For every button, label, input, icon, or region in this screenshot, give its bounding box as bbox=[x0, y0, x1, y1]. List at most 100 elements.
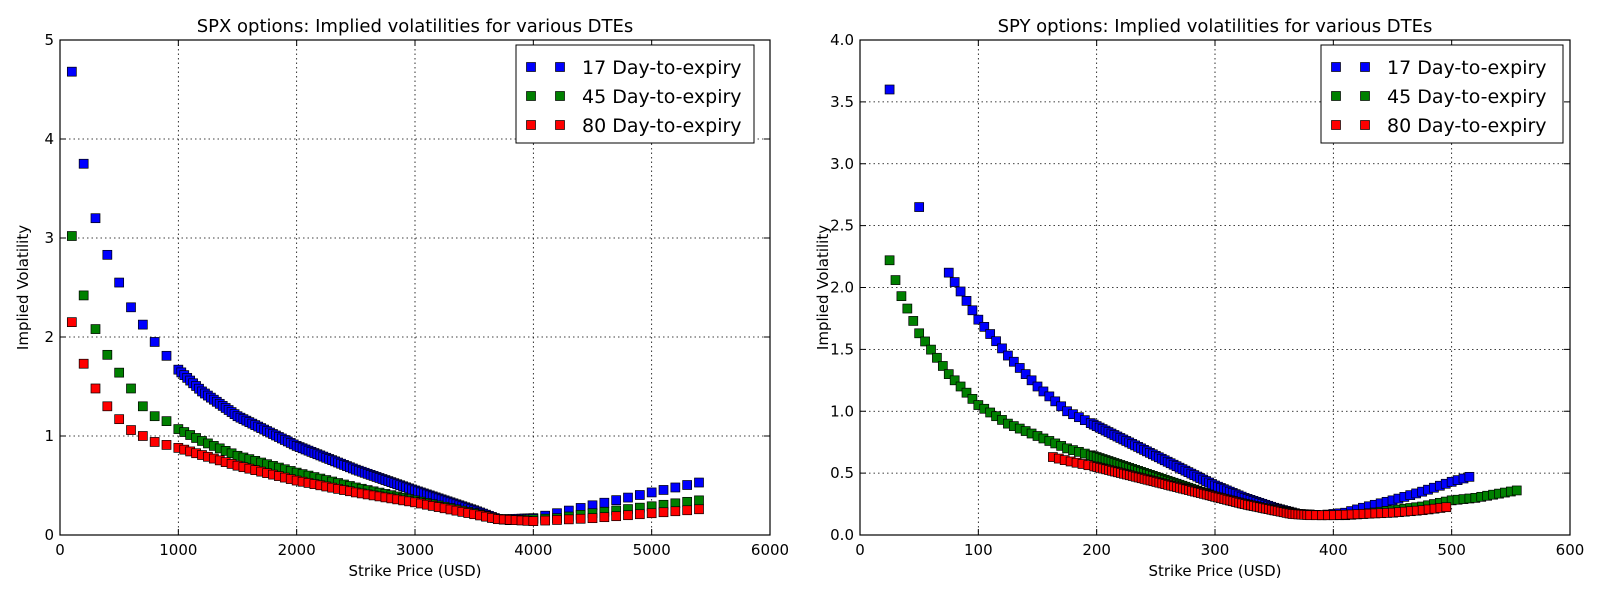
data-point bbox=[149, 337, 160, 347]
x-tick-label: 6000 bbox=[751, 541, 789, 559]
legend-marker bbox=[1331, 91, 1341, 101]
data-point bbox=[646, 487, 657, 498]
y-tick-label: 2 bbox=[44, 328, 54, 346]
data-point bbox=[587, 513, 598, 524]
data-point bbox=[102, 349, 113, 360]
data-point bbox=[78, 358, 89, 369]
data-point bbox=[623, 492, 633, 503]
x-tick-label: 3000 bbox=[396, 541, 434, 559]
data-point bbox=[137, 319, 148, 330]
x-tick-label: 5000 bbox=[633, 541, 671, 559]
x-tick-label: 100 bbox=[964, 541, 993, 559]
legend-marker bbox=[526, 120, 536, 130]
y-tick-label: 3.0 bbox=[830, 155, 854, 173]
data-point bbox=[1026, 375, 1037, 386]
data-point bbox=[611, 511, 622, 522]
data-point bbox=[599, 512, 610, 523]
data-point bbox=[902, 303, 913, 314]
data-point bbox=[884, 84, 895, 95]
data-point bbox=[670, 482, 681, 493]
data-point bbox=[599, 497, 610, 508]
chart-title: SPX options: Implied volatilities for va… bbox=[197, 16, 634, 37]
data-point bbox=[126, 383, 136, 394]
x-tick-label: 0 bbox=[55, 541, 65, 559]
y-tick-label: 2.5 bbox=[830, 217, 854, 235]
data-point bbox=[114, 277, 125, 288]
legend-marker bbox=[1331, 62, 1341, 72]
data-point bbox=[634, 509, 645, 520]
legend-entry: 80 Day-to-expiry bbox=[1387, 115, 1547, 137]
data-point bbox=[66, 317, 77, 327]
y-tick-label: 3.5 bbox=[830, 93, 854, 111]
spy-chart: SPY options: Implied volatilities for va… bbox=[814, 16, 1584, 580]
data-point bbox=[949, 375, 960, 386]
data-point bbox=[78, 290, 89, 301]
data-point bbox=[66, 66, 77, 77]
y-tick-label: 4.0 bbox=[830, 31, 854, 49]
data-point bbox=[126, 425, 136, 435]
chart-title: SPY options: Implied volatilities for va… bbox=[998, 16, 1433, 37]
data-point bbox=[1014, 363, 1025, 373]
legend-marker bbox=[526, 62, 536, 72]
y-tick-label: 3 bbox=[44, 229, 54, 247]
data-point bbox=[90, 324, 101, 334]
data-point bbox=[670, 506, 681, 517]
data-point bbox=[694, 477, 704, 488]
data-point bbox=[623, 510, 633, 521]
spx-chart: SPX options: Implied volatilities for va… bbox=[14, 16, 789, 580]
data-point bbox=[611, 495, 622, 506]
series-17-dte bbox=[884, 84, 1475, 521]
y-tick-label: 4 bbox=[44, 130, 54, 148]
y-axis-label: Implied Volatility bbox=[14, 225, 32, 350]
data-point bbox=[114, 414, 125, 425]
legend-entry: 45 Day-to-expiry bbox=[582, 86, 742, 108]
data-point bbox=[78, 158, 89, 169]
data-point bbox=[979, 322, 990, 332]
legend-marker bbox=[1360, 62, 1370, 72]
data-point bbox=[66, 231, 77, 241]
legend-marker bbox=[1331, 120, 1341, 130]
x-tick-label: 200 bbox=[1082, 541, 1111, 559]
legend-marker bbox=[526, 91, 536, 101]
legend-entry: 80 Day-to-expiry bbox=[582, 115, 742, 137]
data-point bbox=[1511, 485, 1522, 496]
data-point bbox=[908, 316, 919, 326]
x-tick-label: 4000 bbox=[514, 541, 552, 559]
data-point bbox=[90, 213, 101, 224]
y-tick-label: 0 bbox=[44, 526, 54, 544]
data-point bbox=[161, 350, 172, 361]
series-80-dte bbox=[66, 317, 704, 526]
x-tick-label: 500 bbox=[1437, 541, 1466, 559]
data-point bbox=[682, 480, 693, 490]
data-point bbox=[943, 369, 954, 379]
legend-marker bbox=[1360, 91, 1370, 101]
data-point bbox=[1038, 386, 1049, 397]
data-point bbox=[694, 504, 704, 515]
y-tick-label: 0.5 bbox=[830, 464, 854, 482]
legend-marker bbox=[1360, 120, 1370, 130]
data-point bbox=[985, 329, 996, 339]
x-axis-label: Strike Price (USD) bbox=[1148, 562, 1281, 580]
data-point bbox=[161, 416, 172, 426]
data-point bbox=[528, 516, 539, 526]
data-point bbox=[126, 302, 136, 313]
data-point bbox=[937, 361, 948, 371]
data-point bbox=[926, 344, 936, 355]
data-point bbox=[914, 202, 925, 212]
legend-marker bbox=[555, 91, 565, 101]
data-point bbox=[646, 508, 657, 519]
y-tick-label: 1.0 bbox=[830, 402, 854, 420]
legend: 17 Day-to-expiry 45 Day-to-expiry 80 Day-t… bbox=[1320, 44, 1564, 144]
y-tick-label: 5 bbox=[44, 31, 54, 49]
y-tick-label: 2.0 bbox=[830, 279, 854, 297]
data-point bbox=[552, 515, 562, 525]
data-point bbox=[1032, 381, 1043, 392]
data-point bbox=[563, 514, 574, 525]
data-point bbox=[943, 267, 954, 278]
series-80-dte bbox=[1048, 452, 1452, 521]
data-point bbox=[1056, 401, 1067, 412]
data-point bbox=[920, 336, 930, 347]
data-point bbox=[991, 336, 1001, 347]
x-tick-label: 1000 bbox=[159, 541, 197, 559]
data-point bbox=[658, 485, 669, 495]
